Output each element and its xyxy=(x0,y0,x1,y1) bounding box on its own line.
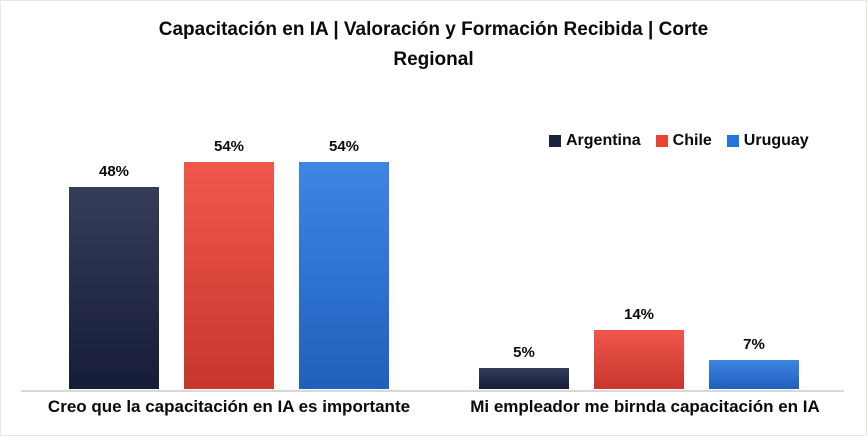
chart-title-line-1: Capacitación en IA | Valoración y Formac… xyxy=(158,19,709,40)
bar-argentina-que: 48% xyxy=(69,163,159,389)
category-label-importancia: Creo que la capacitación en IA es import… xyxy=(47,397,411,416)
value-label-uruguay: 54% xyxy=(328,138,360,155)
value-label-argentina: 5% xyxy=(513,344,535,361)
legend-marker-chile xyxy=(655,135,668,147)
legend-marker-uruguay xyxy=(726,135,739,147)
legend-item-argentina: Argentina xyxy=(549,132,641,150)
legend: Argentina Chile Uruguay xyxy=(549,132,809,150)
value-label-uruguay: 7% xyxy=(743,336,765,353)
legend-label-argentina: Argentina xyxy=(566,132,641,149)
bar-argentina-empleador: 5% xyxy=(479,344,569,389)
bar-chile-que: 54% xyxy=(184,138,274,389)
legend-marker-argentina xyxy=(549,135,561,147)
value-label-chile: 54% xyxy=(213,138,245,155)
value-label-chile: 14% xyxy=(623,306,655,323)
chart-title: Capacitación en IA | Valoración y Formac… xyxy=(1,15,866,75)
value-label-argentina: 48% xyxy=(98,163,130,180)
bar-group-importancia: 48% 54% 54% xyxy=(69,138,389,389)
legend-item-uruguay: Uruguay xyxy=(726,132,809,150)
x-axis-line xyxy=(21,390,844,392)
legend-item-chile: Chile xyxy=(655,132,712,150)
category-label-empleador: Mi empleador me birnda capacitación en I… xyxy=(470,397,820,416)
bar-group-empleador: 5% 14% 7% xyxy=(479,306,799,389)
bar-uruguay-que: 54% xyxy=(299,138,389,389)
chart-title-line-2: Regional xyxy=(393,49,474,70)
bar-chile-empleador: 14% xyxy=(594,306,684,389)
legend-label-chile: Chile xyxy=(672,132,712,149)
bar-uruguay-empleador: 7% xyxy=(709,336,799,389)
legend-label-uruguay: Uruguay xyxy=(743,132,809,149)
